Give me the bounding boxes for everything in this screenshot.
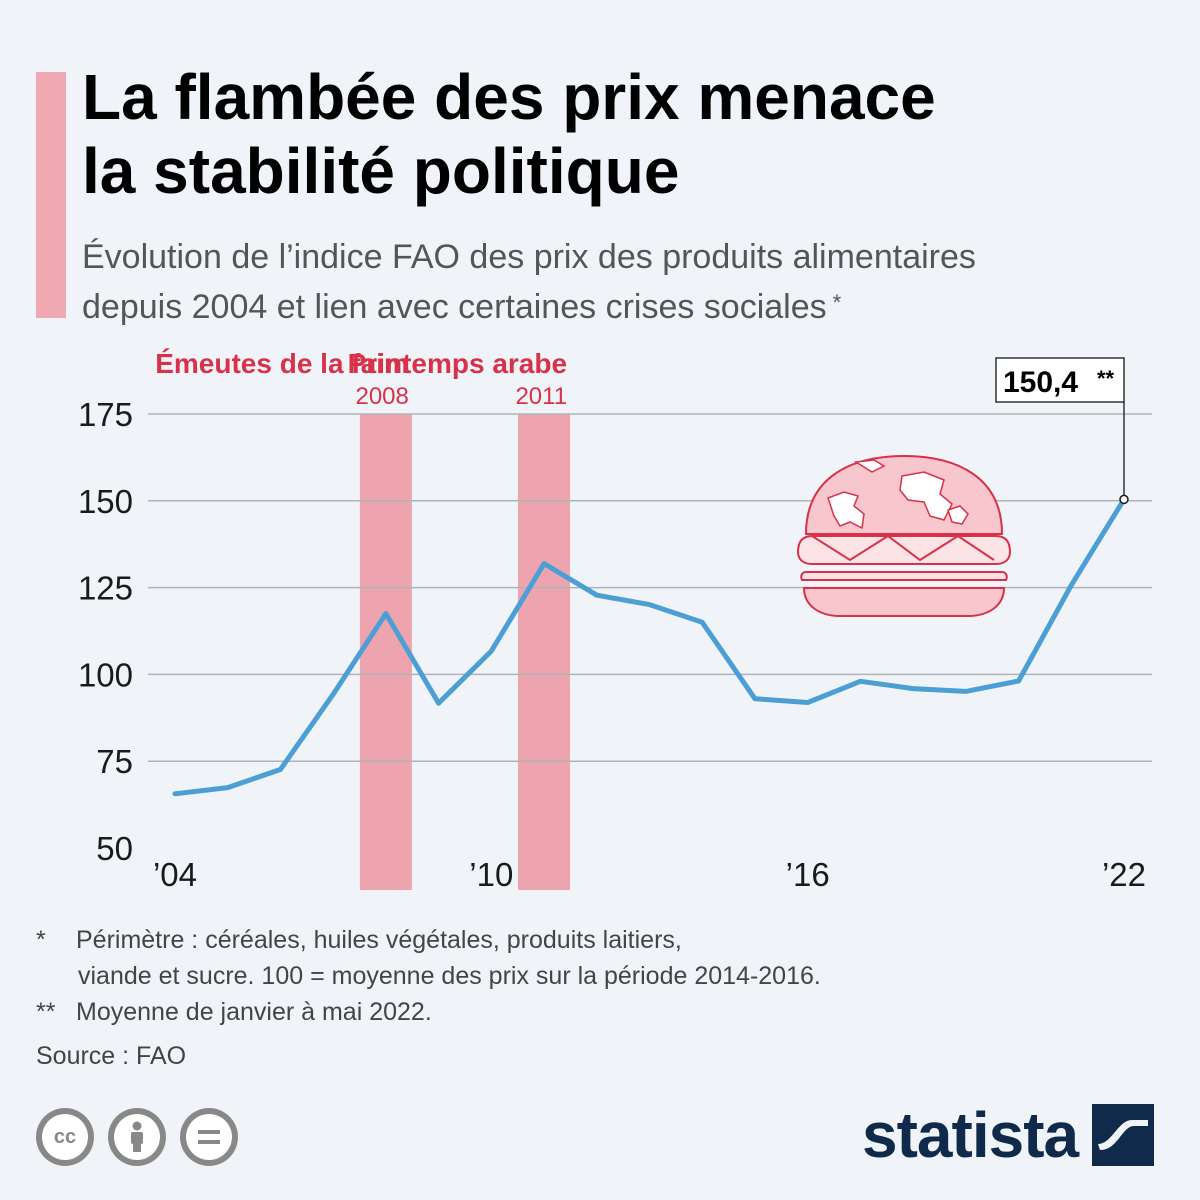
x-tick-label-0: ’04 [153, 856, 197, 893]
crisis-year-1: 2008 [355, 383, 408, 410]
footnote-2-row: ** Moyenne de janvier à mai 2022. [36, 994, 821, 1030]
y-tick-label-125: 125 [78, 570, 133, 607]
annotation-box [995, 357, 1125, 403]
last-value-annotation: 150,4 ** [995, 357, 1129, 505]
y-tick-label-150: 150 [78, 483, 133, 520]
globe-burger-icon [796, 454, 1012, 617]
y-axis-ticks: 50 75 100 125 150 175 [78, 396, 133, 867]
subtitle-line-1: Évolution de l’indice FAO des prix des p… [82, 238, 976, 276]
statista-brand[interactable]: statista [862, 1098, 1155, 1172]
footnote-2-text: Moyenne de janvier à mai 2022. [76, 998, 432, 1026]
subtitle-line-2: depuis 2004 et lien avec certaines crise… [82, 288, 827, 326]
title-line-2: la stabilité politique [82, 135, 680, 207]
footnote-1-line-2: viande et sucre. 100 = moyenne des prix … [78, 962, 821, 990]
crisis-bands: Émeutes de la faim 2008 Printemps arabe 201… [155, 348, 571, 890]
series-line [172, 496, 1127, 797]
annotation-value: 150,4 [1003, 366, 1078, 399]
footnote-1-mark: * [36, 926, 46, 954]
y-tick-label-75: 75 [96, 743, 133, 780]
y-tick-label-50: 50 [96, 830, 133, 867]
y-tick-label-100: 100 [78, 656, 133, 693]
crisis-band-2 [518, 414, 571, 890]
footnote-1-line-1: Périmètre : céréales, huiles végétales, … [76, 926, 682, 954]
footnote-1-row: * Périmètre : céréales, huiles végétales… [36, 922, 821, 958]
crisis-year-2: 2011 [515, 383, 567, 410]
x-tick-label-1: ’10 [469, 856, 513, 893]
crisis-band-1 [359, 414, 412, 890]
source-text: Source : FAO [36, 1042, 187, 1070]
footnotes: * Périmètre : céréales, huiles végétales… [36, 922, 821, 1074]
page-title: La flambée des prix menace la stabilité … [82, 60, 1162, 208]
crisis-label-1: Émeutes de la faim [155, 348, 409, 379]
x-axis-ticks: ’04 ’10 ’16 ’22 [153, 856, 1146, 893]
attribution-icon[interactable] [108, 1108, 166, 1166]
statista-logo-icon [1092, 1104, 1155, 1166]
title-line-1: La flambée des prix menace [82, 61, 936, 133]
subtitle-line-2-wrap: depuis 2004 et lien avec certaines crise… [82, 282, 1172, 332]
y-tick-label-175: 175 [78, 396, 133, 433]
brand-name: statista [862, 1099, 1079, 1171]
x-tick-label-3: ’22 [1102, 856, 1146, 893]
footnote-2-mark: ** [36, 998, 56, 1026]
license-icons: cc [36, 1108, 238, 1166]
x-tick-label-2: ’16 [786, 856, 830, 893]
cc-label: cc [53, 1125, 77, 1148]
annotation-point [1119, 494, 1129, 505]
subtitle: Évolution de l’indice FAO des prix des p… [82, 232, 1172, 332]
annotation-mark: ** [1097, 366, 1115, 391]
creative-commons-icon[interactable]: cc [36, 1108, 94, 1166]
no-derivatives-icon[interactable] [180, 1108, 238, 1166]
crisis-label-2: Printemps arabe [348, 348, 567, 379]
subtitle-footnote-mark: * [832, 290, 842, 315]
accent-bar [36, 72, 66, 318]
